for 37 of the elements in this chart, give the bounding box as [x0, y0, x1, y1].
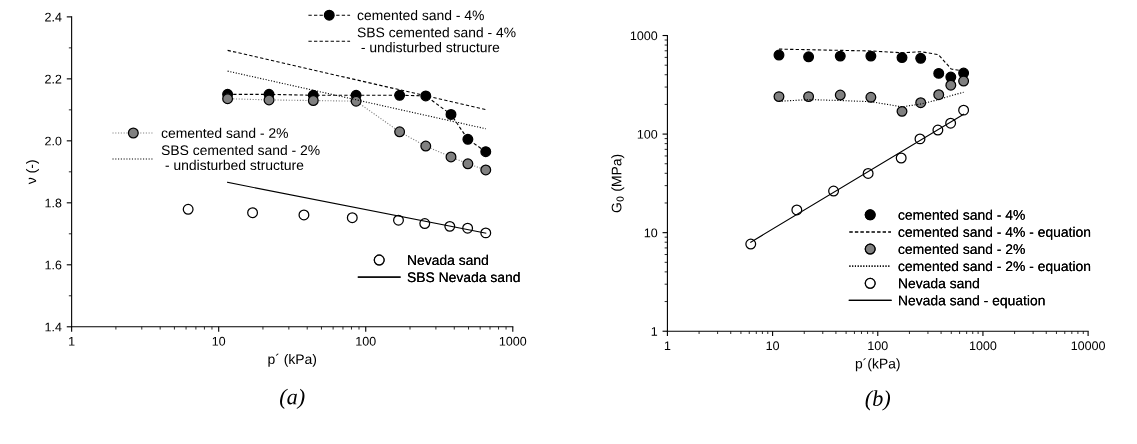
y-tick-label: 100: [637, 129, 658, 139]
x-tick-label: 100: [356, 336, 376, 346]
text: (b): [865, 390, 891, 411]
legend-label: cemented sand - 2%: [161, 127, 288, 138]
x-tick-label: 1000: [499, 336, 527, 346]
legend-label: Nevada sand: [408, 254, 488, 266]
legend-label: SBS cemented sand - 4% - undisturbed structure: [357, 27, 516, 53]
legend-label: cemented sand - 2%: [898, 243, 1025, 255]
x-tick-label: 10000: [1071, 341, 1105, 351]
y-tick-label: 2.2: [45, 74, 62, 84]
legend-label: cemented sand - 4%: [898, 209, 1025, 220]
x-tick-label: 1000: [969, 341, 997, 351]
legend-label: cemented sand - 4%: [357, 10, 484, 21]
x-tick-label: 10: [212, 336, 226, 346]
x-tick-label: 100: [868, 341, 888, 351]
y-tick-label: 2.4: [45, 12, 62, 22]
x-tick-label: 10: [766, 341, 780, 351]
y-tick-label: 1.4: [45, 322, 62, 332]
x-axis-title: p´(kPa): [855, 358, 900, 372]
legend-label: cemented sand - 4% - equation: [898, 226, 1091, 240]
y-tick-label: 1: [651, 327, 658, 336]
y-tick-label: 2.0: [45, 136, 62, 146]
x-tick-label: 1: [69, 336, 75, 346]
y-axis-title: G$_{0}$ (MPa): [611, 154, 625, 213]
legend-label: SBS Nevada sand: [407, 271, 520, 283]
y-tick-label: 1.6: [45, 260, 62, 270]
legend-label: SBS cemented sand - 2% - undisturbed structure: [161, 144, 320, 171]
y-tick-label: 10: [644, 228, 658, 238]
legend-label: Nevada sand: [899, 278, 979, 289]
y-axis-title: ν (-): [26, 160, 39, 185]
legend-label: cemented sand - 2% - equation: [898, 260, 1091, 274]
y-tick-label: 1.8: [45, 198, 62, 208]
y-tick-label: 1000: [630, 31, 658, 41]
legend-label: Nevada sand - equation: [899, 295, 1045, 309]
x-tick-label: 1: [664, 341, 671, 350]
text: (a): [280, 388, 305, 409]
x-axis-title: p´ (kPa): [268, 353, 317, 367]
